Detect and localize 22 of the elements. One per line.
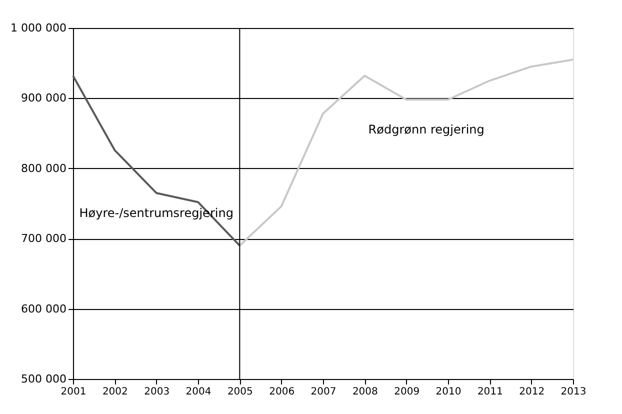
y-tick-label: 900 000 [21, 92, 66, 105]
y-tick-label: 1 000 000 [10, 22, 66, 34]
x-tick-label: 2002 [102, 386, 128, 398]
y-tick-label: 800 000 [21, 162, 66, 175]
x-tick-label: 2009 [394, 386, 420, 398]
line-series [238, 58, 574, 247]
x-tick-label: 2010 [436, 386, 462, 398]
line-series [72, 74, 241, 247]
x-tick-label: 2004 [186, 386, 212, 398]
x-tick-label: 2001 [60, 386, 86, 398]
x-tick-label: 2006 [269, 386, 295, 398]
x-tick-label: 2013 [560, 386, 586, 398]
y-tick-label: 500 000 [21, 372, 66, 386]
x-tick-label: 2011 [477, 386, 503, 398]
text: Rødgrønn regjering [368, 122, 484, 137]
x-tick-label: 2007 [310, 386, 336, 398]
y-tick-label: 600 000 [21, 302, 66, 316]
x-tick-label: 2003 [144, 386, 170, 398]
x-tick-label: 2005 [227, 386, 253, 398]
x-tick-label: 2012 [519, 386, 545, 398]
y-tick-label: 700 000 [21, 232, 66, 246]
x-tick-label: 2008 [352, 386, 378, 398]
